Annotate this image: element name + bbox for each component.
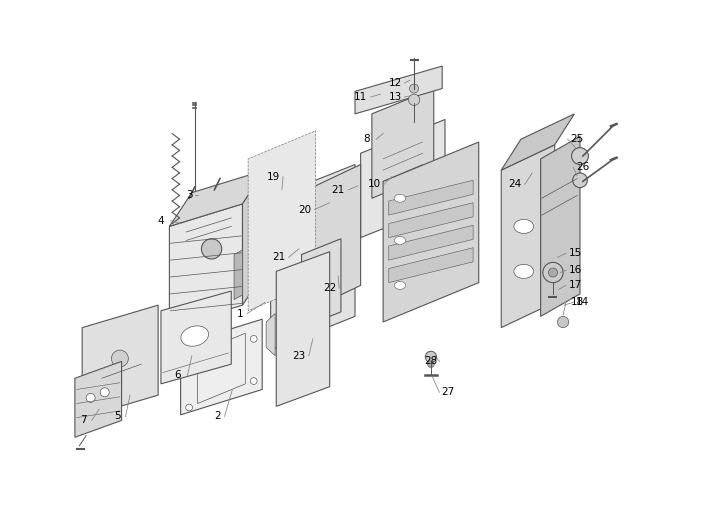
Text: 22: 22 [323,283,337,293]
Polygon shape [389,180,473,215]
Polygon shape [501,114,574,170]
Polygon shape [389,203,473,238]
Text: 6: 6 [175,371,181,380]
Text: 18: 18 [571,297,584,307]
Polygon shape [302,239,341,328]
Circle shape [111,350,129,367]
Circle shape [186,358,192,365]
Text: 3: 3 [186,190,192,201]
Text: 17: 17 [569,280,582,291]
Circle shape [425,351,437,362]
Polygon shape [372,89,434,198]
Polygon shape [389,248,473,282]
Text: 16: 16 [569,265,582,275]
Ellipse shape [312,282,329,294]
Ellipse shape [394,194,405,202]
Polygon shape [180,319,262,415]
Text: 2: 2 [214,411,221,421]
Text: 26: 26 [577,162,589,173]
Circle shape [100,388,109,397]
Polygon shape [276,251,329,406]
Circle shape [543,262,563,282]
Circle shape [86,393,95,403]
Polygon shape [389,225,473,260]
Polygon shape [501,145,555,328]
Circle shape [572,148,589,164]
Polygon shape [161,291,231,384]
Text: 20: 20 [297,205,311,214]
Circle shape [573,173,587,187]
Text: 10: 10 [368,179,381,189]
Text: 5: 5 [114,411,121,421]
Text: 21: 21 [332,185,345,195]
Polygon shape [248,131,316,311]
Polygon shape [75,361,121,437]
Polygon shape [540,136,580,317]
Text: 8: 8 [363,134,370,144]
Text: 24: 24 [508,179,522,189]
Text: 12: 12 [389,78,402,88]
Polygon shape [170,204,243,328]
Text: 25: 25 [571,134,584,144]
Ellipse shape [181,326,209,346]
Circle shape [251,378,257,384]
Polygon shape [243,170,265,305]
Circle shape [408,94,420,105]
Polygon shape [170,170,265,227]
Text: 1: 1 [236,308,243,319]
Circle shape [202,239,222,259]
Polygon shape [383,142,479,322]
Ellipse shape [514,264,534,278]
Polygon shape [361,120,445,238]
Text: 23: 23 [292,351,305,361]
Ellipse shape [514,219,534,234]
Text: 7: 7 [80,415,87,426]
Polygon shape [271,164,355,350]
Text: 28: 28 [425,356,437,366]
Text: 13: 13 [389,92,402,102]
Ellipse shape [394,237,405,244]
Polygon shape [234,250,243,299]
Circle shape [549,268,557,277]
Text: 14: 14 [577,297,589,307]
Polygon shape [355,66,442,114]
Circle shape [251,335,257,342]
Circle shape [427,361,435,367]
Text: 19: 19 [267,172,280,182]
Polygon shape [307,164,361,311]
Polygon shape [82,305,158,417]
Circle shape [557,317,569,328]
Circle shape [186,404,192,411]
Polygon shape [266,314,275,356]
Circle shape [410,84,419,93]
Ellipse shape [394,281,405,290]
Text: 27: 27 [441,387,454,398]
Text: 11: 11 [354,92,367,102]
Text: 4: 4 [158,216,164,226]
Text: 15: 15 [569,248,582,259]
Text: 21: 21 [273,252,285,262]
